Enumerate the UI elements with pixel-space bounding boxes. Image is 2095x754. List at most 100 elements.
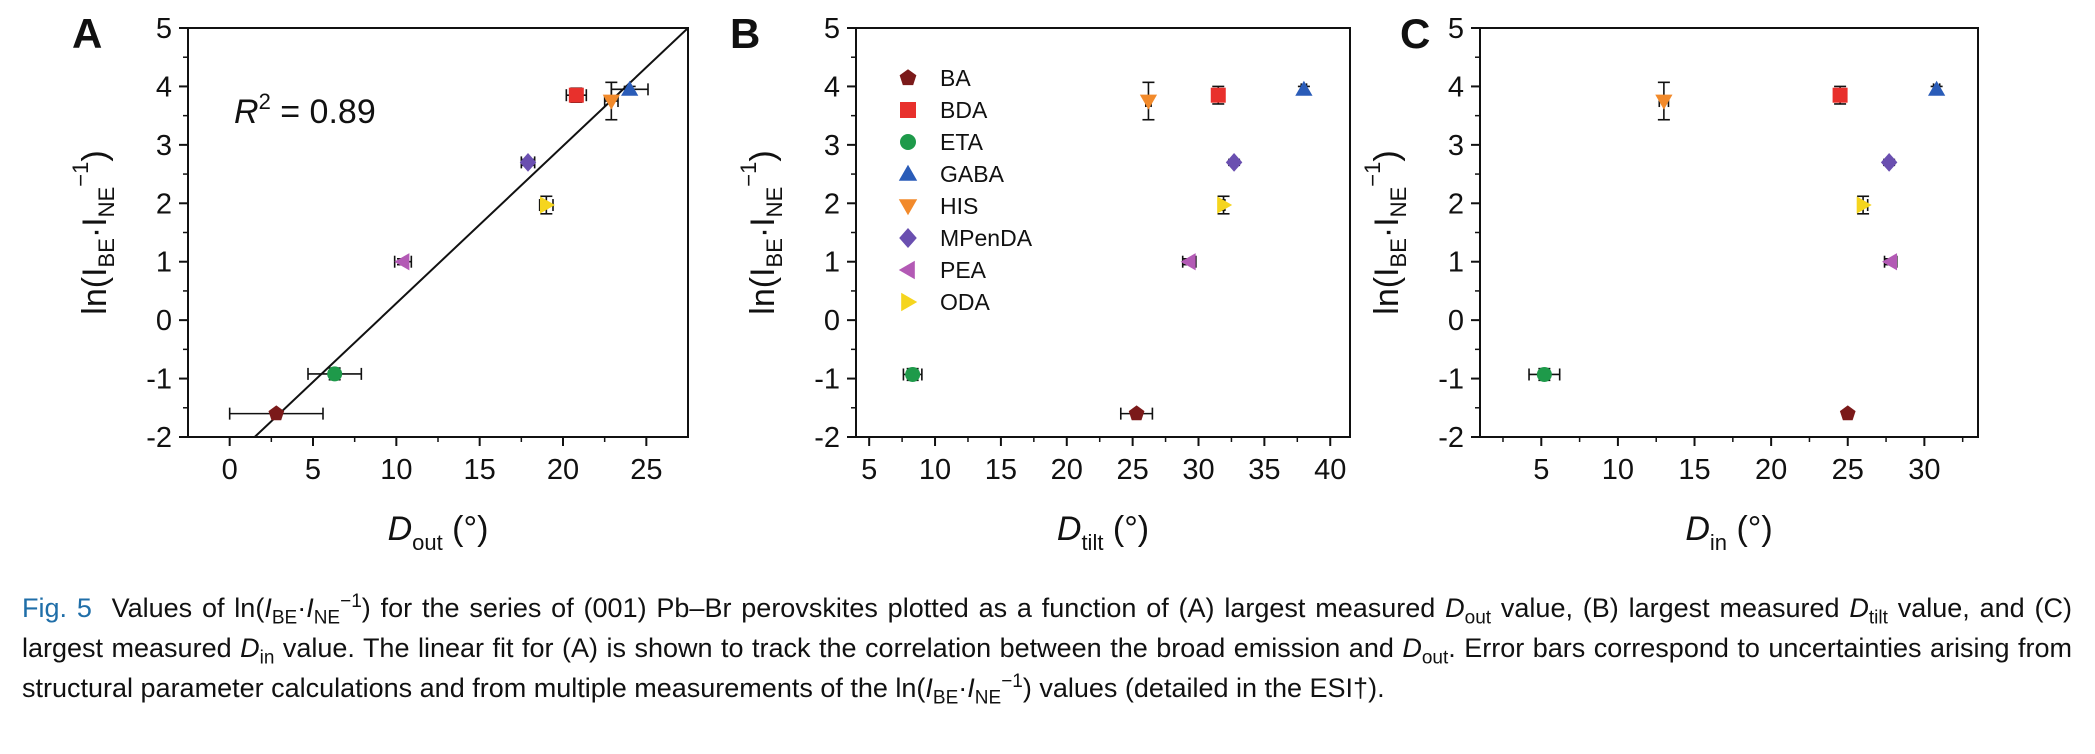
x-tick-label: 15 bbox=[464, 454, 496, 486]
caption-figure-label: Fig. 5 bbox=[22, 593, 92, 623]
data-point-gaba bbox=[1295, 80, 1313, 96]
marker-his bbox=[602, 94, 620, 110]
x-tick-label: 30 bbox=[1182, 454, 1214, 486]
marker-eta bbox=[327, 366, 343, 382]
marker-gaba bbox=[1295, 80, 1313, 96]
y-tick-label: 1 bbox=[156, 247, 172, 279]
marker-bda bbox=[1832, 87, 1848, 103]
y-tick-label: -2 bbox=[1438, 422, 1464, 454]
x-tick-label: 10 bbox=[1602, 454, 1634, 486]
legend-marker-ba bbox=[899, 69, 917, 86]
x-tick-label: 10 bbox=[380, 454, 412, 486]
x-tick-label: 20 bbox=[547, 454, 579, 486]
data-point-bda bbox=[1210, 85, 1226, 105]
y-tick-label: 3 bbox=[156, 130, 172, 162]
y-tick-label: -1 bbox=[814, 364, 840, 396]
panel-letter: A bbox=[72, 10, 102, 57]
x-tick-label: 15 bbox=[985, 454, 1017, 486]
marker-his bbox=[1139, 94, 1158, 110]
data-point-mpenda bbox=[1880, 153, 1898, 172]
x-tick-label: 25 bbox=[1117, 454, 1149, 486]
data-point-oda bbox=[1217, 195, 1233, 215]
data-point-his bbox=[602, 81, 620, 121]
data-point-eta bbox=[902, 366, 923, 382]
marker-mpenda bbox=[1880, 153, 1898, 172]
x-tick-label: 35 bbox=[1248, 454, 1280, 486]
x-axis-label: Dtilt (°) bbox=[1057, 510, 1149, 555]
marker-pea bbox=[1180, 253, 1196, 271]
figure-caption: Fig. 5 Values of ln(IBE·INE−1) for the s… bbox=[22, 591, 2072, 709]
y-tick-label: 1 bbox=[824, 247, 840, 279]
data-point-gaba bbox=[1928, 80, 1946, 96]
chart-panel-b: B -2 -1 0 1 2 3 4 5 5 10 15 20 25 30 35 40 ln(IBE·INE−1) D… bbox=[730, 10, 1351, 555]
x-tick-label: 10 bbox=[919, 454, 951, 486]
plot-frame bbox=[1479, 27, 1979, 438]
x-tick-label: 5 bbox=[861, 454, 877, 486]
data-point-eta bbox=[1528, 366, 1561, 382]
legend-label-mpenda: MPenDA bbox=[940, 225, 1033, 251]
legend-marker-bda bbox=[900, 102, 916, 118]
data-point-ba bbox=[228, 405, 324, 421]
data-point-bda bbox=[565, 87, 588, 104]
data-point-pea bbox=[1882, 253, 1898, 271]
y-tick-label: -1 bbox=[146, 364, 172, 396]
y-tick-label: 4 bbox=[824, 71, 840, 103]
marker-oda bbox=[1217, 196, 1233, 214]
y-tick-label: 0 bbox=[824, 305, 840, 337]
marker-ba bbox=[268, 405, 285, 421]
legend-label-oda: ODA bbox=[940, 289, 991, 315]
data-point-oda bbox=[538, 195, 555, 215]
legend: BA BDA ETA GABA HIS MPenDA PEA ODA bbox=[898, 65, 1033, 315]
legend-marker-gaba bbox=[898, 164, 918, 181]
data-point-pea bbox=[1180, 253, 1197, 271]
data-point-his bbox=[1655, 81, 1673, 121]
marker-eta bbox=[1536, 366, 1552, 382]
panel-letter: C bbox=[1400, 10, 1430, 57]
legend-label-bda: BDA bbox=[940, 97, 988, 123]
x-axis-label: Dout (°) bbox=[388, 510, 489, 555]
marker-pea bbox=[394, 253, 410, 271]
marker-ba bbox=[1128, 405, 1145, 421]
y-tick-label: 3 bbox=[824, 130, 840, 162]
legend-label-eta: ETA bbox=[940, 129, 984, 155]
marker-bda bbox=[1210, 87, 1226, 103]
data-point-bda bbox=[1832, 85, 1848, 105]
data-point-ba bbox=[1839, 405, 1856, 421]
x-tick-label: 5 bbox=[1533, 454, 1549, 486]
x-tick-label: 25 bbox=[630, 454, 662, 486]
y-tick-label: 5 bbox=[156, 13, 172, 45]
marker-gaba bbox=[1928, 80, 1946, 96]
legend-label-pea: PEA bbox=[940, 257, 987, 283]
x-tick-label: 25 bbox=[1832, 454, 1864, 486]
data-point-ba bbox=[1119, 405, 1154, 421]
y-tick-label: 5 bbox=[1448, 13, 1464, 45]
x-tick-label: 20 bbox=[1051, 454, 1083, 486]
marker-mpenda bbox=[519, 153, 537, 172]
y-tick-label: -1 bbox=[1438, 364, 1464, 396]
marker-his bbox=[1655, 94, 1673, 110]
y-tick-label: 2 bbox=[1448, 188, 1464, 220]
y-tick-label: -2 bbox=[814, 422, 840, 454]
x-axis-label: Din (°) bbox=[1685, 510, 1772, 555]
legend-label-ba: BA bbox=[940, 65, 971, 91]
x-tick-label: 20 bbox=[1755, 454, 1787, 486]
x-tick-label: 40 bbox=[1314, 454, 1346, 486]
marker-gaba bbox=[621, 80, 639, 96]
marker-ba bbox=[1839, 405, 1856, 421]
data-point-his bbox=[1139, 81, 1158, 121]
plot-frame bbox=[855, 27, 1351, 438]
y-tick-label: 5 bbox=[824, 13, 840, 45]
marker-oda bbox=[539, 196, 555, 214]
legend-label-gaba: GABA bbox=[940, 161, 1005, 187]
data-point-eta bbox=[307, 366, 363, 382]
marker-bda bbox=[568, 87, 584, 103]
y-tick-label: 3 bbox=[1448, 130, 1464, 162]
y-tick-label: 4 bbox=[156, 71, 172, 103]
x-tick-label: 0 bbox=[222, 454, 238, 486]
x-tick-label: 5 bbox=[305, 454, 321, 486]
data-point-mpenda bbox=[519, 153, 537, 172]
y-tick-label: -2 bbox=[146, 422, 172, 454]
legend-marker-pea bbox=[898, 260, 915, 280]
marker-oda bbox=[1856, 196, 1872, 214]
